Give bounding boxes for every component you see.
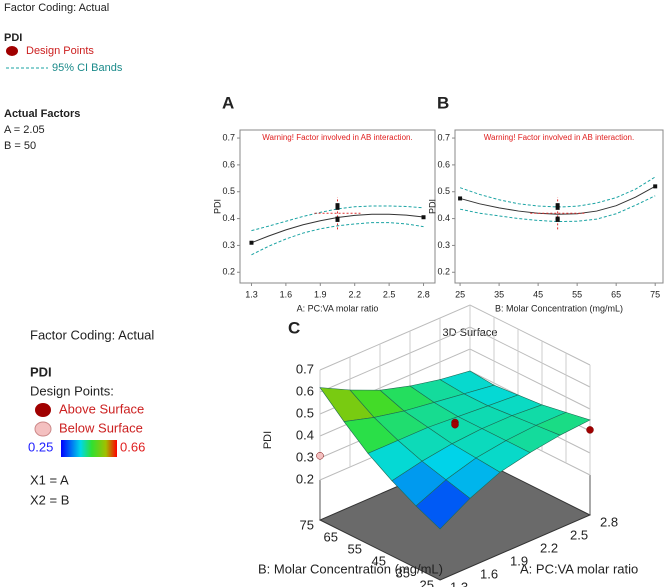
colorbar-min: 0.25 — [28, 439, 53, 454]
legend-label: Above Surface — [59, 401, 144, 416]
design-point — [555, 205, 560, 210]
y-tick-label: 0.5 — [222, 186, 235, 196]
x-tick-label: 2.8 — [600, 514, 618, 529]
x-tick-label: 65 — [611, 289, 621, 299]
x-tick-label: 1.9 — [510, 553, 528, 568]
x-tick-label: 1.9 — [314, 289, 327, 299]
colorbar-max: 0.66 — [120, 439, 145, 454]
x-tick-label: 2.8 — [417, 289, 430, 299]
z-tick-label: 0.2 — [296, 471, 314, 486]
plot-frame — [239, 129, 436, 284]
design-points-title: Design Points: — [30, 383, 114, 398]
factor: A = 2.05 — [4, 124, 45, 136]
warning: Warning! Factor involved in AB interacti… — [484, 133, 634, 142]
y-tick-label: 0.6 — [437, 159, 450, 169]
design-point — [335, 205, 340, 210]
design-point — [335, 217, 340, 222]
legend-symbol — [6, 46, 18, 56]
legend-symbol — [35, 403, 51, 417]
x-tick-label: 55 — [572, 289, 582, 299]
y-tick-label: 75 — [300, 517, 314, 532]
ci-band — [251, 205, 424, 232]
y-tick-label: 0.4 — [222, 213, 235, 223]
z-tick-label: 0.4 — [296, 427, 314, 442]
y-tick-label: 25 — [420, 577, 434, 587]
z-axis-label: PDI — [262, 431, 274, 449]
y-tick-label: 0.2 — [437, 267, 450, 277]
design-point — [555, 217, 560, 222]
colorbar — [61, 440, 117, 457]
response: PDI — [30, 364, 52, 379]
legend-label: Below Surface — [59, 420, 143, 435]
x-axis-label: A: PC:VA molar ratio — [520, 561, 638, 576]
y-tick-label: 0.3 — [222, 240, 235, 250]
design-point — [249, 240, 254, 245]
x-tick-label: 75 — [650, 289, 660, 299]
y-axis-label: PDI — [212, 199, 222, 214]
x-tick-label: 25 — [455, 289, 465, 299]
legend-symbol — [34, 421, 52, 437]
x-axis-label: A: PC:VA molar ratio — [297, 303, 379, 313]
x-tick-label: 45 — [533, 289, 543, 299]
design-point — [586, 426, 594, 434]
panel-label: B — [437, 93, 449, 112]
y-tick-label: 55 — [348, 541, 362, 556]
warning: Warning! Factor involved in AB interacti… — [262, 133, 412, 142]
mapping: X1 = A — [30, 472, 69, 487]
design-point — [421, 215, 426, 220]
design-point — [458, 196, 463, 201]
plot-frame — [454, 129, 664, 284]
y-tick-label: 35 — [396, 565, 410, 580]
ci-band — [459, 176, 656, 208]
y-tick-label: 0.7 — [222, 132, 235, 142]
y-tick-label: 0.4 — [437, 213, 450, 223]
y-tick-label: 0.5 — [437, 186, 450, 196]
y-tick-label: 0.7 — [437, 132, 450, 142]
z-tick-label: 0.7 — [296, 361, 314, 376]
y-tick-label: 0.6 — [222, 159, 235, 169]
y-axis-label: PDI — [427, 199, 437, 214]
panel-label: A — [222, 93, 234, 112]
panel-label: C — [288, 318, 300, 337]
z-tick-label: 0.3 — [296, 449, 314, 464]
x-tick-label: 2.2 — [540, 540, 558, 555]
x-tick-label: 35 — [494, 289, 504, 299]
x-axis-label: B: Molar Concentration (mg/mL) — [495, 303, 623, 313]
legend-label: 95% CI Bands — [52, 62, 123, 74]
x-tick-label: 1.3 — [245, 289, 258, 299]
factor: B = 50 — [4, 140, 36, 152]
fit-line — [459, 185, 656, 215]
legend-label: Design Points — [26, 45, 94, 57]
mapping: X2 = B — [30, 492, 69, 507]
y-tick-label: 0.2 — [222, 267, 235, 277]
ci-band — [251, 222, 424, 256]
x-tick-label: 2.5 — [570, 527, 588, 542]
z-tick-label: 0.5 — [296, 405, 314, 420]
actual-factors-title: Actual Factors — [4, 108, 80, 120]
x-tick-label: 2.2 — [348, 289, 361, 299]
y-tick-label: 0.3 — [437, 240, 450, 250]
y-axis-label: B: Molar Concentration (mg/mL) — [258, 561, 443, 576]
design-point — [653, 184, 658, 189]
design-point — [451, 420, 459, 429]
surface-patch — [415, 479, 471, 530]
x-tick-label: 1.6 — [480, 566, 498, 581]
y-tick-label: 45 — [372, 553, 386, 568]
response: PDI — [4, 32, 22, 44]
y-tick-label: 65 — [324, 529, 338, 544]
factor-coding: Factor Coding: Actual — [4, 2, 109, 14]
x-tick-label: 2.5 — [383, 289, 396, 299]
design-point — [316, 452, 324, 460]
z-tick-label: 0.6 — [296, 383, 314, 398]
design-point — [555, 203, 560, 208]
factor-coding: Factor Coding: Actual — [30, 327, 154, 342]
design-point — [335, 203, 340, 208]
x-tick-label: 1.6 — [280, 289, 293, 299]
x-tick-label: 1.3 — [450, 579, 468, 587]
